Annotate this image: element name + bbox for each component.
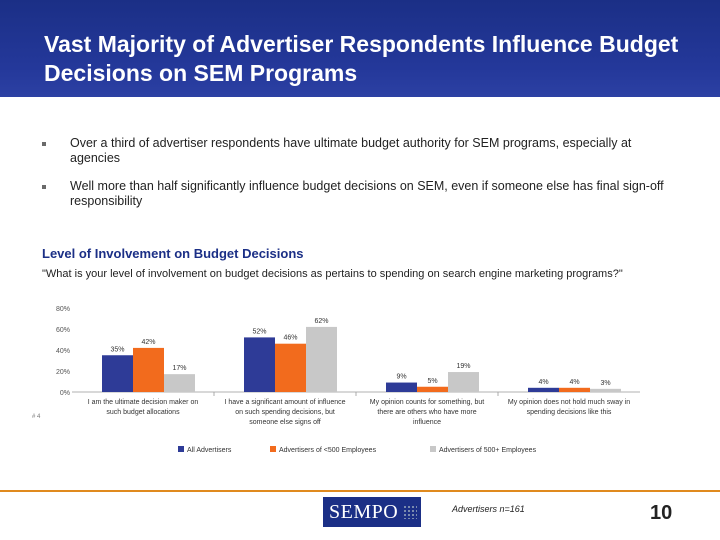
- data-label: 35%: [110, 346, 124, 353]
- bar: [417, 386, 448, 392]
- y-tick-label: 40%: [56, 348, 70, 355]
- survey-question: "What is your level of involvement on bu…: [42, 268, 623, 280]
- legend-swatch: [178, 446, 184, 452]
- bar: [590, 388, 621, 392]
- data-label: 9%: [396, 374, 406, 381]
- legend-label: All Advertisers: [187, 447, 232, 454]
- bullet-icon: [42, 185, 46, 189]
- title-bar: Vast Majority of Advertiser Respondents …: [0, 0, 720, 97]
- bar: [306, 326, 337, 392]
- category-label: spending decisions like this: [527, 409, 612, 416]
- category-label: such budget allocations: [106, 409, 180, 416]
- bar: [102, 355, 133, 392]
- bullet-text: Well more than half significantly influe…: [70, 179, 664, 208]
- logo-text: SEMPO: [329, 501, 399, 523]
- logo-dots-icon: [403, 505, 417, 519]
- bar: [448, 372, 479, 392]
- bar: [386, 382, 417, 392]
- data-label: 3%: [600, 380, 610, 387]
- bullet-item: Well more than half significantly influe…: [42, 179, 682, 209]
- data-label: 4%: [538, 379, 548, 386]
- category-label: there are others who have more: [377, 409, 476, 416]
- bullet-icon: [42, 142, 46, 146]
- bar: [244, 337, 275, 392]
- data-label: 19%: [456, 363, 470, 370]
- sempo-logo: SEMPO: [323, 497, 421, 527]
- legend-label: Advertisers of 500+ Employees: [439, 447, 537, 454]
- bar: [559, 387, 590, 392]
- data-label: 5%: [427, 378, 437, 385]
- bar: [275, 343, 306, 392]
- bullet-item: Over a third of advertiser respondents h…: [42, 136, 682, 166]
- source-note: Advertisers n=161: [452, 504, 525, 514]
- data-label: 62%: [314, 318, 328, 325]
- category-label: My opinion counts for something, but: [370, 399, 484, 406]
- legend-swatch: [430, 446, 436, 452]
- category-label: someone else signs off: [249, 419, 321, 426]
- data-label: 52%: [252, 328, 266, 335]
- page-number: 10: [650, 502, 673, 524]
- y-tick-label: 60%: [56, 327, 70, 334]
- chart-footnote: # 4: [32, 414, 41, 420]
- footer-divider: [0, 490, 720, 492]
- data-label: 46%: [283, 335, 297, 342]
- chart-area: 0% 20% 40% 60% 80% 35% 42% 17% I am the ultimate…: [30, 300, 682, 468]
- chart-heading: Level of Involvement on Budget Decisions: [42, 246, 304, 261]
- bullet-list: Over a third of advertiser respondents h…: [42, 136, 682, 222]
- category-label: on such spending decisions, but: [235, 409, 335, 416]
- data-label: 4%: [569, 379, 579, 386]
- bullet-text: Over a third of advertiser respondents h…: [70, 136, 632, 165]
- legend-swatch: [270, 446, 276, 452]
- data-label: 42%: [141, 339, 155, 346]
- legend-label: Advertisers of <500 Employees: [279, 447, 377, 454]
- y-tick-label: 80%: [56, 306, 70, 313]
- bar: [528, 387, 559, 392]
- bar: [133, 347, 164, 392]
- category-label: I have a significant amount of influence: [224, 399, 345, 406]
- bar-chart: 0% 20% 40% 60% 80% 35% 42% 17% I am the ultimate…: [32, 306, 640, 454]
- bar: [164, 374, 195, 392]
- category-label: My opinion does not hold much sway in: [508, 399, 630, 406]
- y-tick-label: 0%: [60, 390, 70, 397]
- category-label: influence: [413, 419, 441, 426]
- category-label: I am the ultimate decision maker on: [88, 399, 199, 406]
- y-tick-label: 20%: [56, 369, 70, 376]
- slide-title: Vast Majority of Advertiser Respondents …: [44, 31, 679, 86]
- data-label: 17%: [172, 365, 186, 372]
